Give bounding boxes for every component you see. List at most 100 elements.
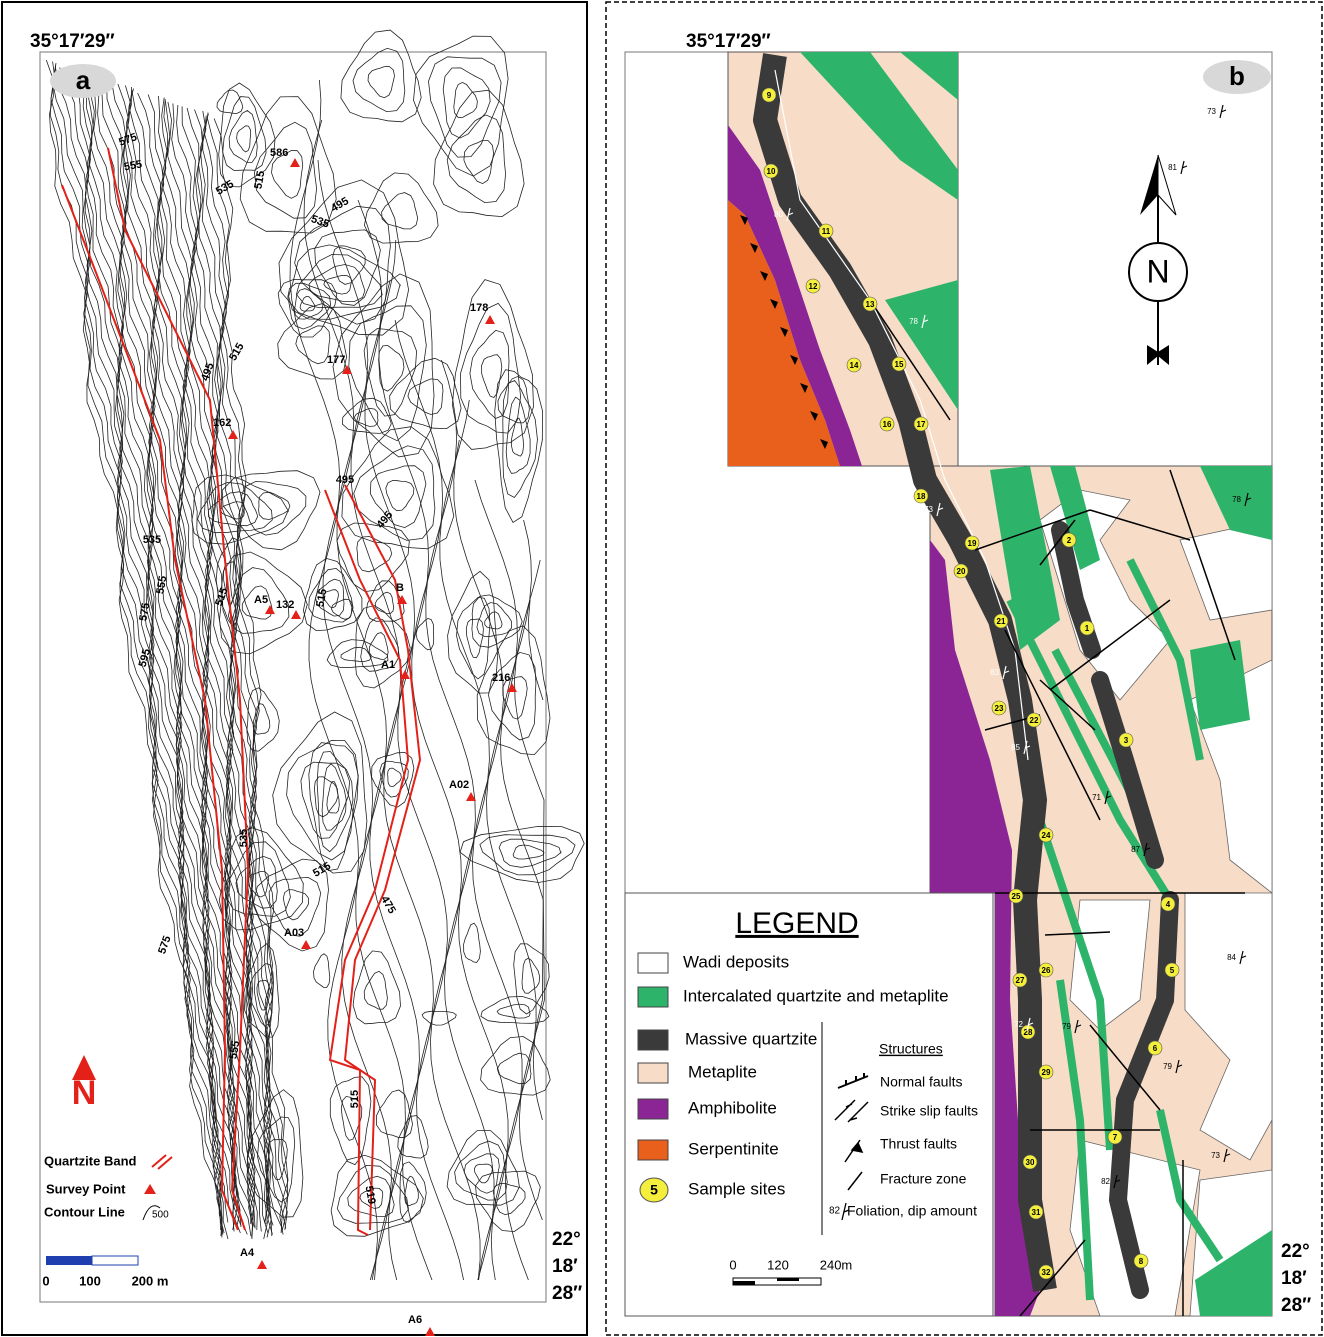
panel-label: a [76, 65, 91, 95]
contour-line [341, 30, 421, 122]
legend-swatch [638, 1099, 668, 1119]
sample-site-label: 19 [968, 539, 977, 548]
contour-line [422, 1011, 456, 1025]
legend-label: Sample sites [688, 1179, 785, 1198]
contour-line [342, 427, 454, 549]
contour-line [296, 326, 330, 364]
coordinate-right: 28″ [552, 1283, 582, 1304]
dip-amount: 82 [1101, 1177, 1110, 1186]
legend-label: Metaplite [688, 1062, 757, 1081]
contour-line [489, 652, 536, 740]
legend-label: Massive quartzite [685, 1029, 817, 1048]
survey-point-label: A03 [284, 927, 304, 939]
contour-line [398, 1116, 428, 1159]
contour-line [426, 360, 494, 1280]
contour-line [466, 619, 483, 658]
dip-amount: 85 [1011, 743, 1020, 752]
scale-bar-label: 0 [729, 1257, 736, 1272]
body: { "panel_a": { "label": "a", "coordinate… [0, 0, 1324, 1337]
contour-line [90, 77, 240, 1229]
sample-site-label: 10 [767, 167, 776, 176]
legend-label: Wadi deposits [683, 952, 789, 971]
coordinate-right: 18′ [1281, 1268, 1307, 1289]
survey-point-label: A6 [408, 1314, 422, 1326]
scale-bar-fill [46, 1256, 92, 1265]
contour-label: 515 [252, 170, 267, 190]
contour-line [219, 83, 276, 187]
contour-label: 495 [199, 361, 217, 382]
legend-label: Thrust faults [880, 1136, 957, 1152]
sample-site-label: 1 [1085, 624, 1090, 633]
dip-amount: 72 [1014, 1020, 1023, 1029]
page: Geologic map html, body { margin: 0; pad… [0, 0, 1324, 1337]
sample-site-label: 18 [917, 492, 926, 501]
contour-label: 575 [137, 602, 152, 622]
contour-line [368, 67, 395, 98]
survey-point [265, 605, 275, 614]
contour-line [369, 633, 388, 660]
contour-line [365, 240, 433, 1280]
sample-site-label: 7 [1113, 1133, 1118, 1142]
legend-swatch [638, 953, 668, 973]
dip-amount: 78 [1232, 495, 1241, 504]
scale-bar-label: 200 m [132, 1273, 169, 1288]
contour-line [283, 890, 308, 920]
sample-site-label: 22 [1030, 716, 1039, 725]
sample-site-label: 3 [1124, 736, 1129, 745]
contour-line [464, 923, 481, 962]
coordinate-top: 35°17′29″ [686, 31, 771, 52]
coordinate-right: 22° [552, 1229, 581, 1250]
survey-point-label: A5 [254, 594, 268, 606]
contour-line [241, 482, 306, 536]
survey-point [257, 1260, 267, 1269]
contour-line [295, 289, 324, 320]
sample-site-label: 24 [1042, 831, 1051, 840]
sample-site-label: 8 [1139, 1257, 1144, 1266]
legend-swatch [144, 1184, 156, 1194]
dip-amount: 73 [1207, 107, 1216, 116]
intercalated-band [1190, 640, 1250, 730]
scale-bar-label: 120 [767, 1257, 789, 1272]
contour-line [333, 246, 366, 285]
dip-amount: 87 [1131, 845, 1140, 854]
north-symbol: N [72, 1074, 97, 1112]
contour-line [304, 120, 391, 1280]
contour-line [522, 958, 540, 993]
legend-label: Fracture zone [880, 1171, 967, 1187]
contour-line [382, 193, 418, 229]
sample-site-label: 23 [995, 704, 1004, 713]
panel-label: b [1229, 61, 1245, 91]
contour-line [247, 688, 280, 751]
contour-label: 515 [314, 588, 329, 608]
legend-label: Serpentinite [688, 1139, 779, 1158]
contour-line [349, 306, 427, 441]
sample-site-label: 13 [866, 300, 875, 309]
contour-line [443, 68, 490, 138]
survey-point-label: 162 [213, 417, 231, 429]
contour-line [342, 398, 391, 433]
legend-label: Intercalated quartzite and metaplite [683, 986, 949, 1005]
sample-site-label: 11 [822, 227, 831, 236]
survey-point [301, 940, 311, 949]
contour-label: 519 [363, 1185, 378, 1205]
sample-site-label: 9 [767, 91, 772, 100]
contour-line [388, 768, 402, 787]
contour-line [375, 592, 394, 613]
scale-bar-fill [777, 1278, 799, 1281]
legend-label: 500 [152, 1210, 169, 1221]
survey-point-label: 132 [276, 599, 294, 611]
survey-point-label: A1 [381, 659, 395, 671]
coordinate-right: 28″ [1281, 1295, 1311, 1316]
contour-line [315, 230, 381, 306]
sample-site-label: 26 [1042, 966, 1051, 975]
contour-line [482, 355, 502, 398]
sample-site-label: 25 [1012, 892, 1021, 901]
sample-site-label: 14 [850, 361, 859, 370]
coordinate-top: 35°17′29″ [30, 31, 115, 52]
contour-line [81, 71, 228, 1223]
legend-swatch [638, 1063, 668, 1083]
survey-point [228, 430, 238, 439]
survey-point [485, 315, 495, 324]
contour-line [314, 954, 330, 988]
legend-swatch [638, 1030, 668, 1050]
